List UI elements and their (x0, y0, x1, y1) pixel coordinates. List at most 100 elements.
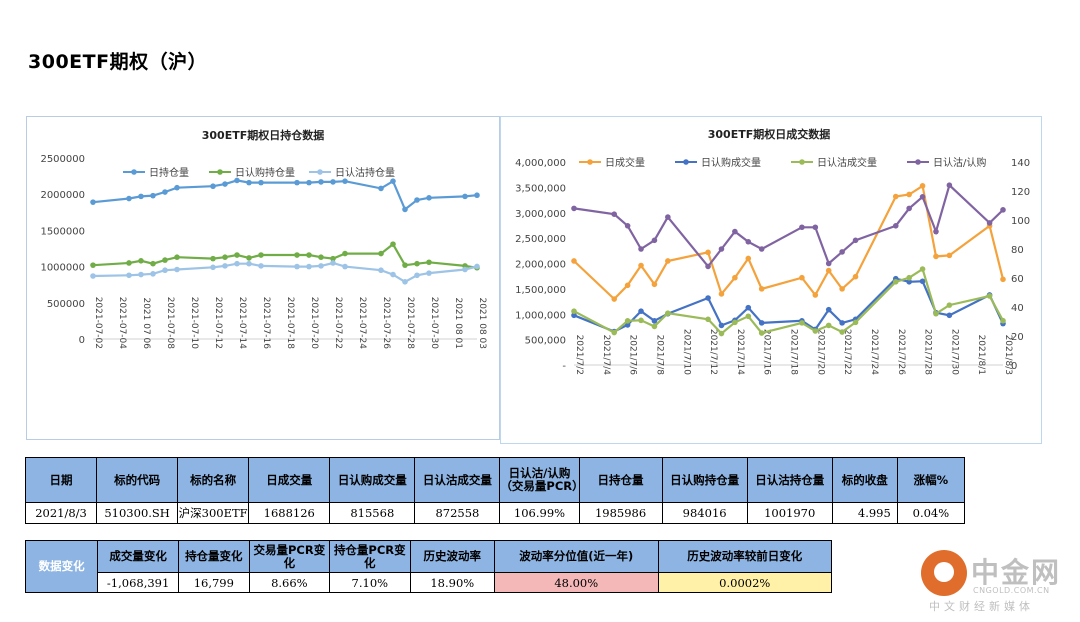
data-point (294, 263, 300, 270)
data-point (174, 254, 180, 260)
data-point (378, 267, 384, 274)
change-side-label: 数据变化 (24, 540, 99, 593)
data-point (799, 224, 805, 231)
header-volume-change: 成交量变化 (97, 540, 179, 573)
x-tick-label: 2021/7/26 (896, 329, 906, 375)
data-point (839, 329, 845, 335)
y-tick-label: 2500000 (40, 154, 85, 165)
x-tick-label: 2021/7/2 (574, 335, 584, 375)
data-point (919, 266, 926, 272)
data-point (330, 260, 336, 266)
y-tick-label: 3,500,000 (515, 183, 566, 194)
x-tick-label: 2021-07-22 (333, 297, 343, 349)
header-volume-pcr: 日认沽/认购（交易量PCR） (499, 457, 584, 503)
data-point (162, 257, 168, 263)
chart-title: 300ETF期权日成交数据 (708, 127, 831, 141)
logo-slogan: 中文财经新媒体 (929, 600, 1034, 613)
legend-label: 日成交量 (605, 156, 645, 169)
data-point (852, 319, 859, 326)
y2-tick-label: 100 (1011, 216, 1030, 227)
y2-tick-label: 20 (1011, 332, 1024, 343)
data-point (665, 258, 671, 264)
header-open-interest: 日持仓量 (578, 457, 663, 503)
cell-hist-vol: 18.90% (409, 572, 496, 593)
cell-put-volume: 872558 (414, 502, 501, 524)
cell-change-pct: 0.04% (896, 502, 966, 524)
x-tick-label: 2021-07-02 (93, 297, 103, 349)
data-point (839, 320, 845, 326)
data-point (318, 179, 324, 185)
data-point (933, 228, 939, 235)
data-point (222, 181, 228, 187)
data-point (611, 211, 618, 217)
data-point (638, 246, 644, 252)
legend-label: 日持仓量 (149, 166, 189, 179)
data-point (758, 320, 765, 326)
y-tick-label: 1500000 (40, 226, 85, 237)
data-point (222, 254, 228, 260)
data-point (933, 310, 939, 317)
legend-marker (915, 159, 921, 165)
data-point (1000, 276, 1006, 283)
x-tick-label: 2021/7/6 (628, 335, 638, 376)
data-point (571, 308, 577, 315)
data-point (318, 263, 324, 269)
header-put-volume: 日认沽成交量 (414, 457, 501, 503)
data-point (246, 255, 252, 261)
header-change-pct: 涨幅% (896, 457, 966, 503)
data-point (732, 274, 738, 281)
cell-call-volume: 815568 (329, 502, 416, 524)
data-point (651, 323, 658, 330)
legend-marker (587, 159, 593, 165)
data-point (852, 273, 859, 280)
y2-tick-label: 80 (1011, 245, 1024, 256)
data-point (839, 286, 845, 292)
data-point (462, 266, 468, 273)
data-point (906, 191, 912, 198)
data-point (246, 179, 252, 186)
legend-label: 日认沽成交量 (817, 156, 877, 169)
data-point (906, 205, 912, 212)
summary-table-row: 2021/8/3 510300.SH 沪深300ETF 1688126 8155… (24, 502, 966, 524)
data-point (330, 255, 336, 262)
data-point (390, 271, 396, 278)
x-tick-label: 2021-07-08 (165, 297, 175, 350)
data-point (342, 178, 348, 184)
data-point (402, 262, 408, 268)
data-point (799, 274, 805, 281)
x-tick-label: 2021/7/30 (949, 329, 959, 375)
data-point (306, 252, 312, 258)
data-point (718, 291, 725, 297)
holdings-chart: 300ETF期权日持仓数据 0 500000 1000000 1500000 200000… (40, 128, 487, 350)
logo-mark-icon (921, 550, 967, 596)
y2-tick-label: 60 (1011, 274, 1024, 285)
data-point (624, 223, 631, 229)
data-point (825, 260, 832, 267)
data-point (330, 179, 336, 185)
data-point (234, 177, 240, 184)
data-point (150, 260, 156, 267)
y2-tick-label: 140 (1011, 158, 1030, 169)
x-tick-label: 2021 08 03 (477, 297, 487, 349)
x-tick-label: 2021-07-30 (429, 297, 439, 350)
data-point (638, 262, 644, 269)
data-point (718, 330, 725, 337)
data-point (571, 312, 577, 319)
data-point (825, 322, 832, 329)
data-point (90, 199, 96, 205)
data-point (234, 260, 240, 267)
data-point (258, 252, 264, 258)
data-point (222, 263, 228, 269)
y-tick-label: 500,000 (525, 336, 566, 347)
data-point (651, 281, 658, 288)
logo-domain: CNGOLD.COM.CN (973, 586, 1050, 595)
cell-close: 4.995 (831, 502, 898, 524)
y2-tick-label: 40 (1011, 303, 1024, 314)
cngold-logo: 中金网 CNGOLD.COM.CN 中文财经新媒体 (921, 550, 1071, 613)
data-point (1000, 207, 1006, 213)
header-hist-vol-change: 历史波动率较前日变化 (657, 540, 832, 573)
data-point (378, 250, 384, 257)
data-point (426, 259, 432, 266)
data-point (892, 193, 899, 200)
data-point (665, 214, 671, 220)
